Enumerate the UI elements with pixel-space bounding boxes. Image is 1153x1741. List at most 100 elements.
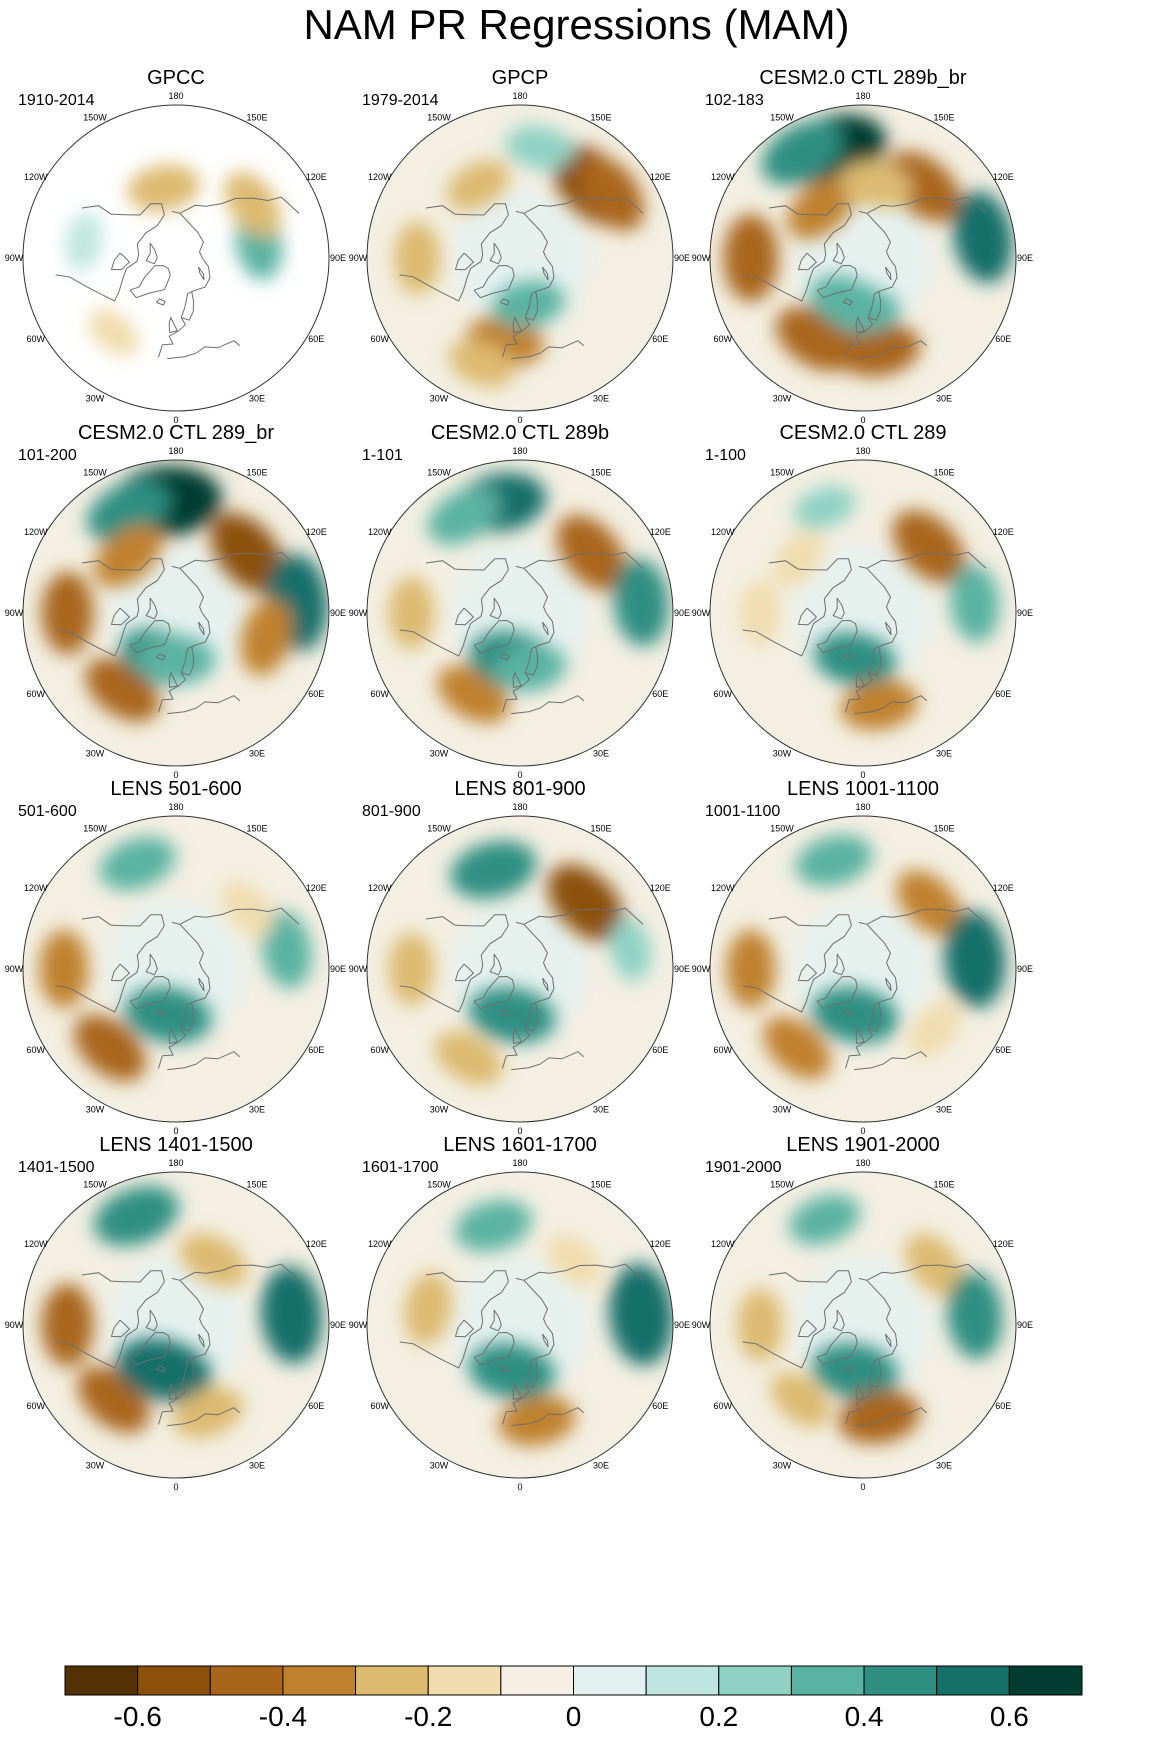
longitude-label: 150W	[83, 824, 107, 834]
longitude-label: 0	[173, 1482, 178, 1492]
anomaly-region	[726, 929, 776, 1009]
longitude-label: 90W	[5, 608, 24, 618]
period-label: 801-900	[362, 803, 421, 820]
longitude-label: 180	[855, 1158, 870, 1168]
coastline	[155, 1365, 166, 1373]
coastline	[845, 1384, 874, 1425]
coastline	[768, 558, 852, 571]
coastline	[168, 671, 179, 688]
longitude-label: 150E	[933, 824, 954, 834]
coastline	[399, 1281, 509, 1369]
coastline	[181, 291, 195, 321]
anomaly-region	[388, 576, 435, 650]
map-boundary	[22, 1171, 330, 1479]
anomaly-region	[41, 1283, 94, 1367]
coastline	[502, 672, 531, 713]
longitude-label: 30E	[936, 393, 952, 403]
longitude-label: 150E	[933, 1180, 954, 1190]
coastline	[512, 1027, 523, 1044]
longitude-label: 60E	[995, 1045, 1011, 1055]
longitude-label: 60W	[370, 1045, 389, 1055]
coastline	[167, 1407, 241, 1427]
coastline	[399, 214, 509, 302]
coastline	[181, 1358, 195, 1388]
map-boundary	[366, 104, 674, 412]
longitude-label: 90E	[674, 964, 690, 974]
coastline	[797, 1319, 818, 1338]
anomaly-region	[737, 1288, 784, 1362]
period-label: 1401-1500	[18, 1159, 95, 1176]
longitude-label: 90W	[349, 1320, 368, 1330]
longitude-label: 150W	[427, 824, 451, 834]
coastline	[198, 621, 205, 636]
longitude-label: 60E	[308, 689, 324, 699]
map-boundary	[22, 104, 330, 412]
longitude-label: 30W	[773, 1460, 792, 1470]
longitude-label: 150W	[770, 824, 794, 834]
anomaly-region	[770, 1371, 831, 1428]
coastline	[523, 907, 644, 925]
longitude-label: 90W	[349, 253, 368, 263]
longitude-label: 30W	[86, 393, 105, 403]
anomaly-region	[838, 323, 921, 377]
coastline	[523, 196, 644, 214]
longitude-label: 0	[860, 1126, 865, 1136]
longitude-label: 90E	[674, 1320, 690, 1330]
coastline	[854, 340, 928, 360]
longitude-label: 120W	[711, 1239, 735, 1249]
coastline	[129, 1331, 171, 1366]
coastline	[742, 569, 852, 657]
coastline	[55, 569, 165, 657]
longitude-label: 90E	[674, 253, 690, 263]
coastline	[832, 1309, 845, 1332]
page-title: NAM PR Regressions (MAM)	[303, 1, 850, 48]
longitude-label: 30E	[593, 1104, 609, 1114]
coastline	[454, 1319, 475, 1338]
longitude-label: 120E	[993, 1239, 1014, 1249]
anomaly-region	[947, 1271, 1003, 1360]
longitude-label: 90E	[1017, 253, 1033, 263]
coastline	[845, 672, 874, 713]
panel-title: LENS 1001-1100	[787, 778, 939, 800]
coastline	[523, 1263, 644, 1281]
coastline	[866, 907, 987, 925]
longitude-label: 90W	[692, 1320, 711, 1330]
longitude-label: 120E	[650, 172, 671, 182]
coastline	[512, 1383, 523, 1400]
coastline	[515, 921, 555, 1029]
longitude-label: 120W	[368, 527, 392, 537]
period-label: 1901-2000	[705, 1159, 782, 1176]
map-panel: CESM2.0 CTL 289 1-100 180 150E 120E 90E 60E 30E…	[692, 422, 1033, 780]
coastline	[797, 252, 818, 271]
panel-title: GPCP	[492, 67, 549, 89]
coastline	[499, 1365, 510, 1373]
anomaly-region	[224, 171, 281, 238]
longitude-label: 0	[860, 415, 865, 425]
coastline	[425, 558, 509, 571]
longitude-label: 120W	[368, 172, 392, 182]
anomaly-region	[260, 1266, 323, 1364]
anomaly-region	[41, 571, 94, 655]
coastline	[110, 963, 131, 982]
longitude-label: 150W	[83, 1180, 107, 1190]
longitude-label: 120W	[711, 527, 735, 537]
coastline	[198, 977, 205, 992]
longitude-label: 60E	[652, 334, 668, 344]
longitude-label: 120W	[24, 883, 48, 893]
coastline	[768, 914, 852, 927]
coastline	[832, 597, 845, 620]
longitude-label: 0	[173, 1126, 178, 1136]
coastline	[399, 925, 509, 1013]
longitude-label: 0	[517, 770, 522, 780]
coastline	[110, 1319, 131, 1338]
anomaly-region	[446, 159, 510, 211]
panel-title: LENS 1901-2000	[786, 1134, 939, 1156]
longitude-label: 60W	[26, 1045, 45, 1055]
coastline	[855, 316, 866, 333]
coastline	[858, 565, 898, 673]
map-boundary	[366, 459, 674, 767]
coastline	[171, 1277, 211, 1385]
period-label: 501-600	[18, 803, 77, 820]
anomaly-region	[762, 1016, 831, 1080]
